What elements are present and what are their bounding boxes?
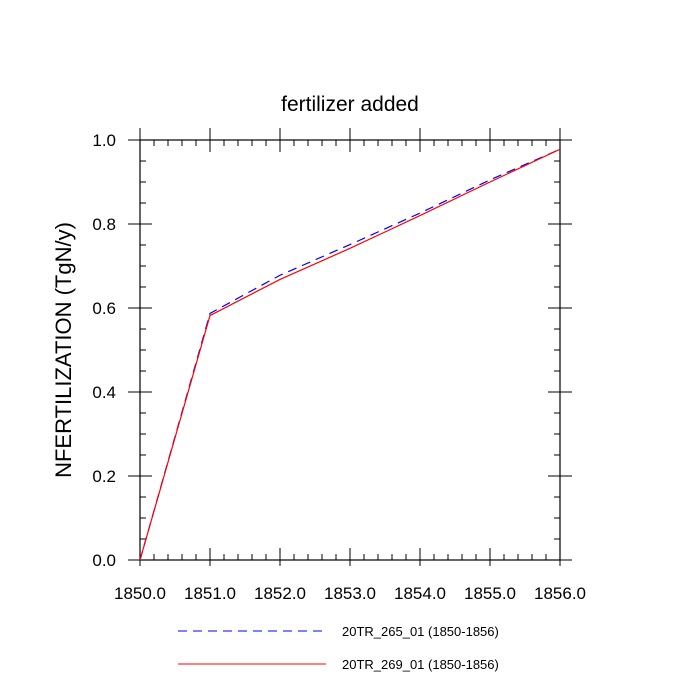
x-tick-label: 1855.0 xyxy=(464,584,516,603)
legend-label-2: 20TR_269_01 (1850-1856) xyxy=(342,657,499,672)
plot-frame xyxy=(139,139,561,561)
legend-label-1: 20TR_265_01 (1850-1856) xyxy=(342,624,499,639)
y-tick-label: 0.8 xyxy=(92,215,116,234)
x-tick-label: 1851.0 xyxy=(184,584,236,603)
chart-title: fertilizer added xyxy=(281,93,419,116)
tick-labels: 1850.0 1851.0 1852.0 1853.0 1854.0 1855.0 1856… xyxy=(92,131,586,603)
x-tick-label: 1853.0 xyxy=(324,584,376,603)
series-line-1 xyxy=(139,148,561,561)
y-tick-label: 0.6 xyxy=(92,299,116,318)
x-tick-label: 1852.0 xyxy=(254,584,306,603)
legend: 20TR_265_01 (1850-1856) 20TR_269_01 (1850… xyxy=(178,624,499,672)
y-tick-label: 0.4 xyxy=(92,383,116,402)
series-lines xyxy=(139,148,561,561)
axis-ticks xyxy=(128,128,572,566)
y-tick-label: 0.2 xyxy=(92,467,116,486)
y-tick-label: 1.0 xyxy=(92,131,116,150)
x-tick-label: 1850.0 xyxy=(114,584,166,603)
series-line-2 xyxy=(139,148,561,561)
x-tick-label: 1856.0 xyxy=(534,584,586,603)
y-tick-label: 0.0 xyxy=(92,551,116,570)
y-axis-label: NFERTILIZATION (TgN/y) xyxy=(51,222,76,478)
x-tick-label: 1854.0 xyxy=(394,584,446,603)
